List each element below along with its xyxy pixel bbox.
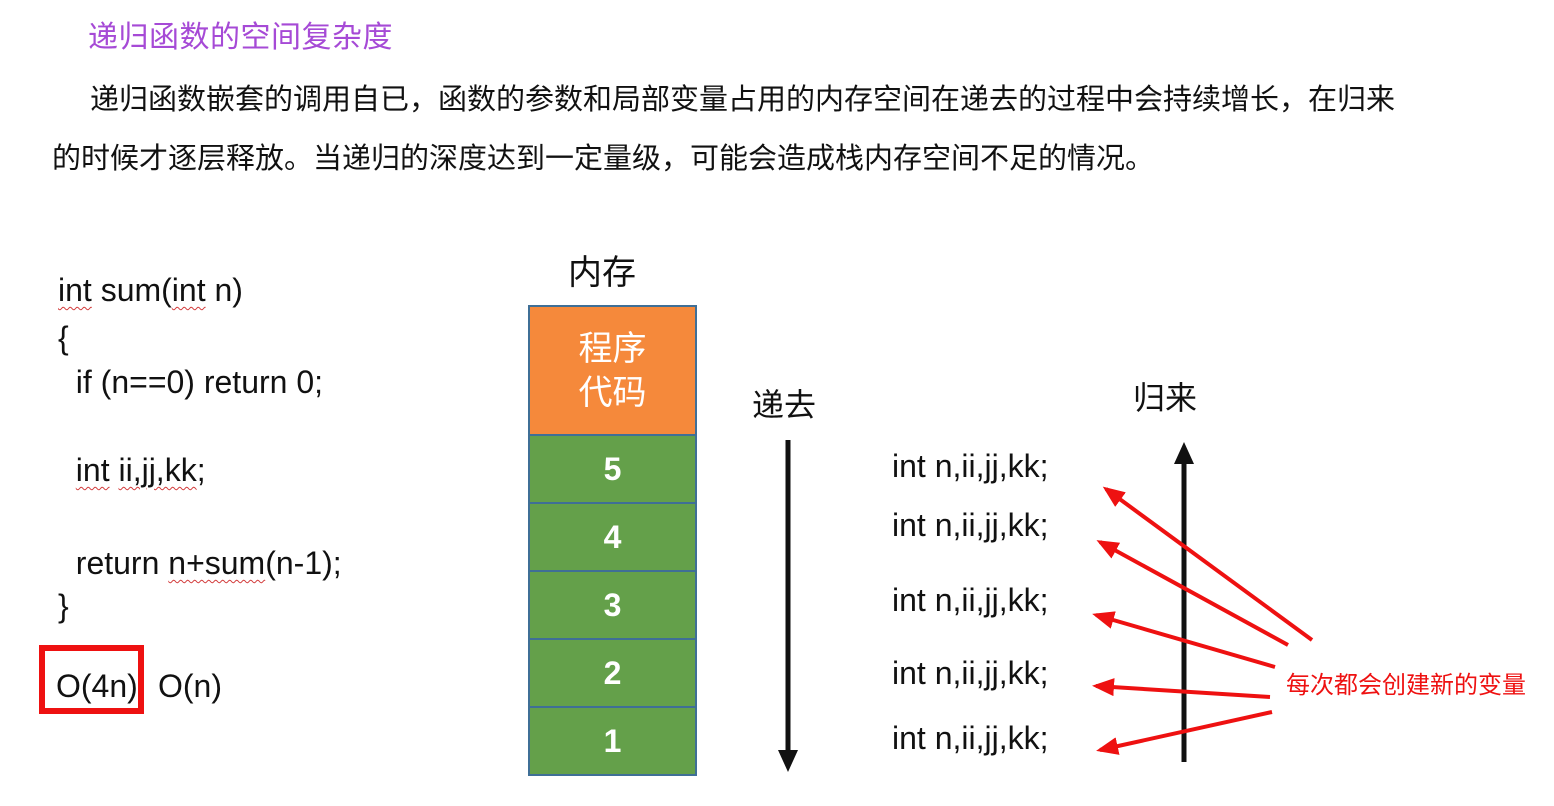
section-heading: 递归函数的空间复杂度 bbox=[88, 20, 393, 55]
code-keyword: int bbox=[58, 272, 92, 308]
highlight-box bbox=[39, 645, 144, 714]
annotation-label: 每次都会创建新的变量 bbox=[1286, 671, 1526, 699]
variable-line: int n,ii,jj,kk; bbox=[892, 655, 1049, 691]
code-keyword: int bbox=[171, 272, 206, 308]
code-text: (n-1); bbox=[265, 545, 342, 581]
stack-frame-2: 2 bbox=[530, 640, 695, 708]
memory-title: 内存 bbox=[568, 253, 636, 293]
paragraph-line-2: 的时候才逐层释放。当递归的深度达到一定量级，可能会造成栈内存空间不足的情况。 bbox=[52, 141, 1155, 175]
description-paragraph: 递归函数嵌套的调用自已，函数的参数和局部变量占用的内存空间在递去的过程中会持续增… bbox=[52, 70, 1532, 188]
recurse-label: 递去 bbox=[752, 386, 817, 424]
code-line-return: return n+sum(n-1); bbox=[58, 545, 342, 582]
return-up-arrow bbox=[1174, 442, 1194, 762]
recurse-down-arrow bbox=[778, 440, 798, 772]
stack-frame-1: 1 bbox=[530, 708, 695, 774]
code-line-declaration: int ii,jj,kk; bbox=[75, 452, 206, 488]
complexity-simplified: O(n) bbox=[158, 668, 222, 704]
stack-frame-4: 4 bbox=[530, 504, 695, 572]
code-line-open-brace: { bbox=[58, 320, 69, 356]
annotation-arrow-2 bbox=[1096, 540, 1289, 647]
stack-frame-3: 3 bbox=[530, 572, 695, 640]
code-variables: ii,jj,kk bbox=[118, 452, 197, 488]
annotation-arrow-4 bbox=[1092, 678, 1271, 699]
annotation-arrows bbox=[1092, 486, 1314, 755]
variable-line: int n,ii,jj,kk; bbox=[892, 507, 1049, 543]
variable-line: int n,ii,jj,kk; bbox=[892, 720, 1049, 756]
code-line-if: if (n==0) return 0; bbox=[58, 364, 324, 400]
complexity-boxed: O(4n) bbox=[56, 668, 138, 704]
paragraph-line-1: 递归函数嵌套的调用自已，函数的参数和局部变量占用的内存空间在递去的过程中会持续增… bbox=[90, 82, 1396, 116]
program-code-label-2: 代码 bbox=[578, 372, 647, 413]
code-text: n) bbox=[205, 272, 243, 308]
annotation-arrow-3 bbox=[1092, 611, 1276, 669]
return-label: 归来 bbox=[1133, 379, 1198, 417]
variable-line: int n,ii,jj,kk; bbox=[892, 448, 1049, 484]
code-keyword: int bbox=[75, 452, 110, 488]
program-code-label-1: 程序 bbox=[578, 328, 647, 369]
annotation-arrow-1 bbox=[1102, 486, 1314, 642]
annotation-arrow-5 bbox=[1096, 710, 1273, 755]
code-expression: n+sum bbox=[168, 545, 266, 581]
code-text: sum( bbox=[91, 272, 172, 308]
stack-frame-5: 5 bbox=[530, 436, 695, 504]
program-code-block: 程序 代码 bbox=[530, 307, 695, 436]
memory-stack: 程序 代码 5 4 3 2 1 bbox=[528, 305, 697, 776]
code-line-close-brace: } bbox=[58, 588, 69, 624]
code-text: return bbox=[75, 545, 169, 581]
variable-line: int n,ii,jj,kk; bbox=[892, 582, 1049, 618]
code-line-signature: int sum(int n) bbox=[58, 272, 243, 309]
